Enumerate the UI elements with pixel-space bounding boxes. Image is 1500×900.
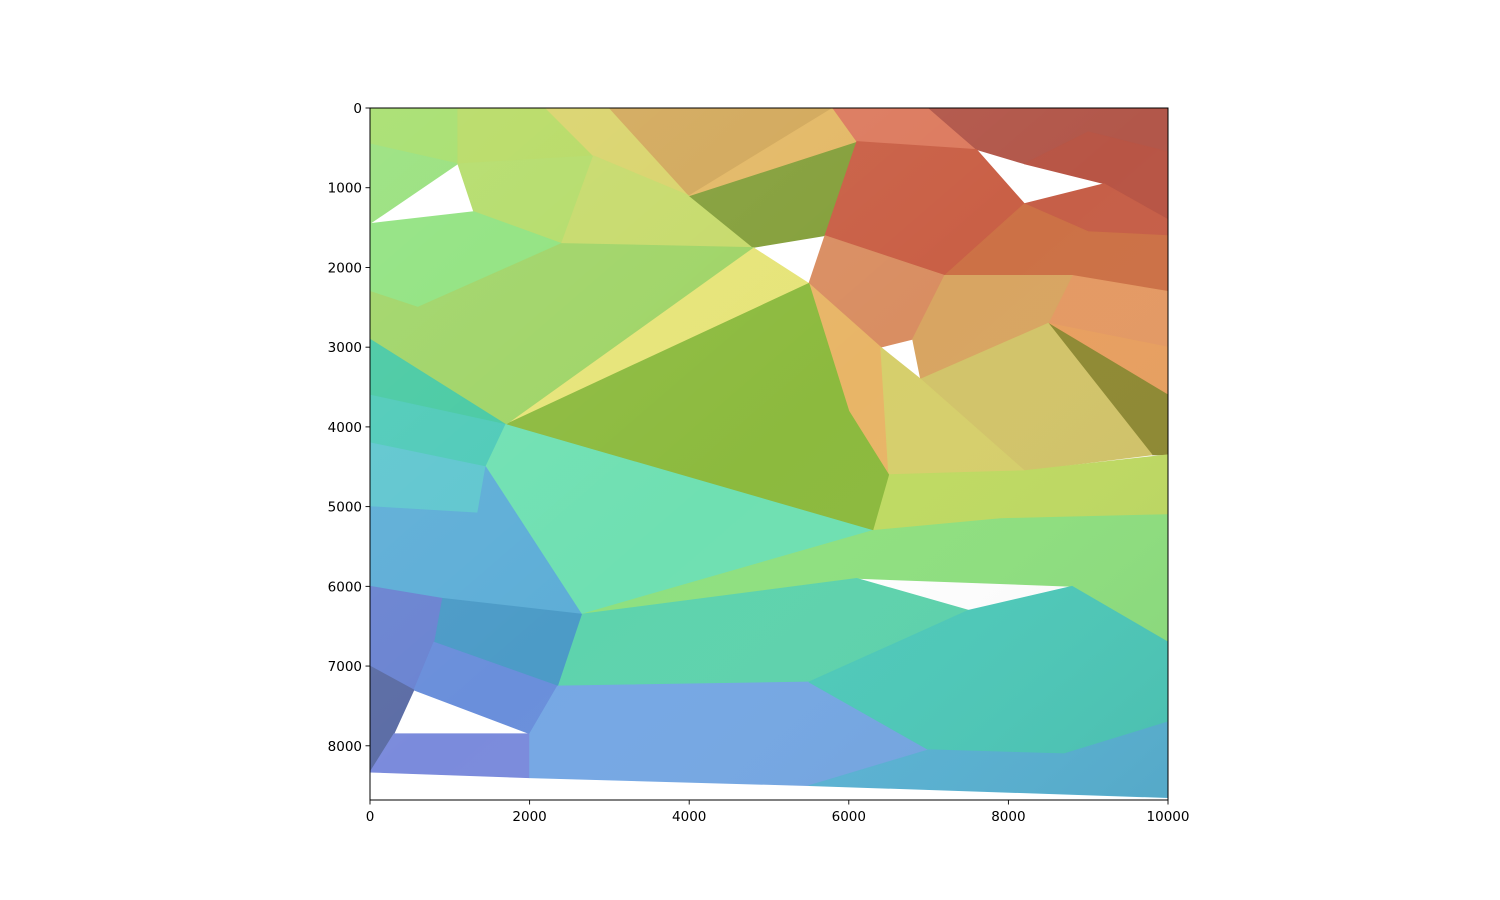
y-tick-label: 5000 (328, 500, 362, 516)
y-tick-label: 6000 (328, 579, 362, 595)
x-axis: 0 2000 4000 6000 8000 10000 (366, 800, 1190, 825)
x-tick-label: 10000 (1147, 809, 1190, 825)
x-tick-label: 2000 (512, 809, 546, 825)
y-tick-label: 0 (353, 101, 362, 117)
y-tick-label: 1000 (328, 181, 362, 197)
x-tick-label: 0 (366, 809, 375, 825)
hillshade-overlay (370, 108, 1168, 798)
y-tick-label: 4000 (328, 420, 362, 436)
x-tick-label: 6000 (832, 809, 866, 825)
x-tick-label: 4000 (672, 809, 706, 825)
plot-frame (369, 107, 1169, 801)
y-tick-label: 8000 (328, 739, 362, 755)
x-tick-label: 8000 (991, 809, 1025, 825)
y-tick-label: 3000 (328, 340, 362, 356)
y-axis: 0 1000 2000 3000 4000 5000 6000 7000 8000 (328, 101, 370, 755)
y-tick-label: 7000 (328, 659, 362, 675)
y-tick-label: 2000 (328, 260, 362, 276)
